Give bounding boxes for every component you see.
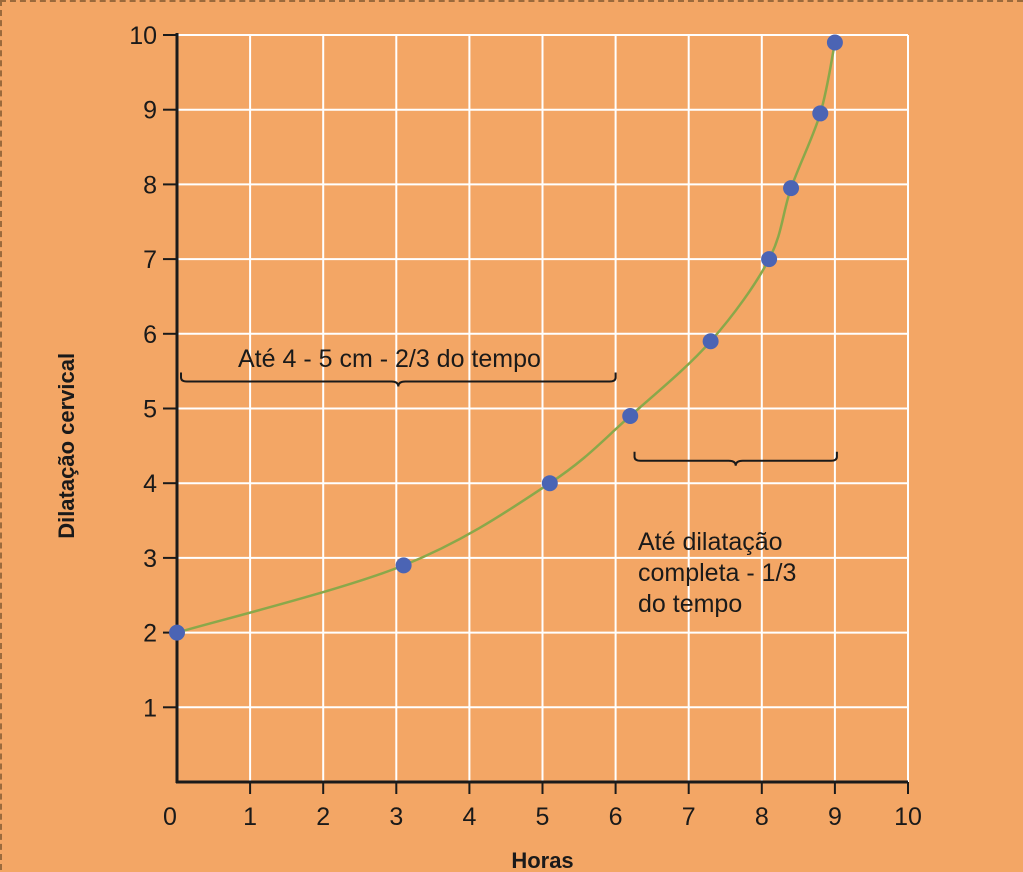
x-tick-label: 4 — [462, 803, 476, 831]
data-point — [542, 475, 558, 491]
x-tick-label: 9 — [828, 803, 842, 831]
data-point — [703, 333, 719, 349]
data-point — [169, 625, 185, 641]
data-point — [761, 251, 777, 267]
annotations: Até 4 - 5 cm - 2/3 do tempo Até dilatação… — [181, 345, 837, 618]
x-tick-label: 3 — [389, 803, 403, 831]
data-point — [622, 408, 638, 424]
annotation-text-2: completa - 1/3 — [638, 559, 796, 587]
x-tick-label: 1 — [243, 803, 257, 831]
annotation-text-1: Até 4 - 5 cm - 2/3 do tempo — [238, 345, 541, 373]
annotation-text-2: Até dilatação — [638, 528, 783, 556]
x-tick-label: 5 — [536, 803, 550, 831]
y-tick-label: 8 — [143, 171, 157, 199]
annotation-brace-1 — [181, 373, 616, 387]
x-tick-label: 10 — [894, 803, 922, 831]
y-tick-label: 4 — [143, 470, 157, 498]
annotation-brace-2 — [635, 452, 837, 466]
y-tick-label: 10 — [129, 22, 157, 50]
y-tick-label: 1 — [143, 694, 157, 722]
data-point — [827, 34, 843, 50]
grid — [177, 35, 908, 782]
x-tick-label: 6 — [609, 803, 623, 831]
x-tick-label: 0 — [163, 803, 177, 831]
x-axis-title: Horas — [511, 848, 573, 872]
ticks: 0 1 2 3 4 5 6 7 8 9 10 1 2 3 4 5 6 7 8 9 10 — [129, 22, 922, 831]
data-point — [396, 557, 412, 573]
data-point — [783, 180, 799, 196]
y-tick-label: 2 — [143, 620, 157, 648]
data-point — [812, 105, 828, 121]
y-tick-label: 7 — [143, 246, 157, 274]
annotation-text-2: do tempo — [638, 590, 742, 618]
y-tick-label: 9 — [143, 97, 157, 125]
x-tick-label: 7 — [682, 803, 696, 831]
x-tick-label: 2 — [316, 803, 330, 831]
y-tick-label: 6 — [143, 321, 157, 349]
y-axis-title: Dilatação cervical — [54, 353, 79, 539]
x-tick-label: 8 — [755, 803, 769, 831]
y-tick-label: 3 — [143, 545, 157, 573]
y-tick-label: 5 — [143, 396, 157, 424]
